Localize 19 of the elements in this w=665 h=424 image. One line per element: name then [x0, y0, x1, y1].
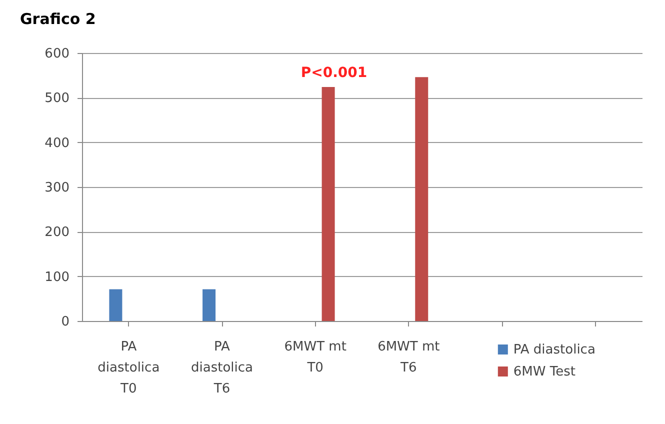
annotation: P<0.001: [300, 65, 368, 82]
y-tick-label: 400: [44, 136, 70, 151]
y-tick-label: 500: [44, 91, 70, 106]
y-tick-label: 300: [44, 180, 70, 196]
bar: [415, 77, 428, 321]
x-tick-label: PA diastolica T6: [191, 340, 253, 396]
bar: [202, 289, 216, 321]
x-tick-label: PA diastolica T0: [98, 340, 160, 396]
x-tick-label: 6MWT mt T0: [284, 340, 346, 376]
y-tick-label: 200: [44, 225, 70, 240]
bar: [322, 86, 335, 321]
y-tick-label: 600: [44, 46, 70, 62]
x-tick-label: 6MWT mt T6: [378, 340, 440, 376]
legend-label: PA diastolica: [513, 342, 596, 358]
legend-label: 6MW Test: [513, 364, 576, 380]
bar: [109, 289, 122, 321]
chart-title: Grafico 2: [20, 10, 96, 28]
y-tick-label: 100: [44, 270, 70, 285]
y-tick-label: 0: [61, 314, 70, 330]
